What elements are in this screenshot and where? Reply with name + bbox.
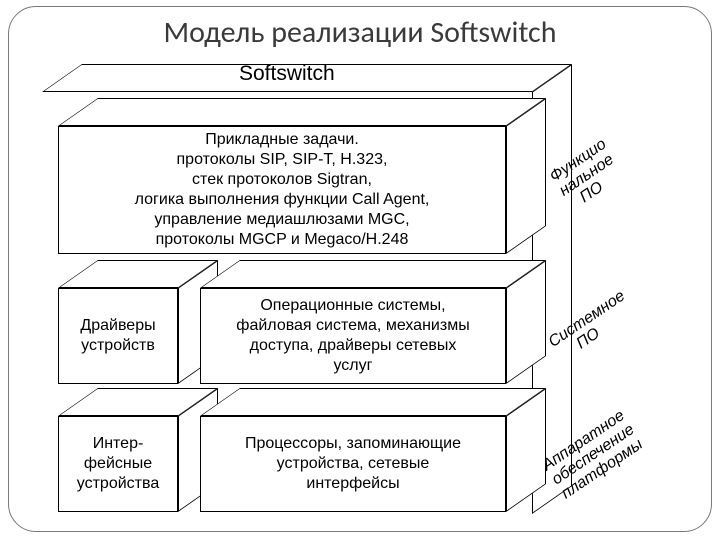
- os-front-face: Операционные системы, файловая система, …: [200, 288, 506, 384]
- hardware-text: Процессоры, запоминающие устройства, сет…: [245, 434, 461, 494]
- app-layer-top-face: [58, 98, 546, 126]
- app-layer-front-face: Прикладные задачи. протоколы SIP, SIP-T,…: [58, 126, 506, 254]
- drivers-front-face: Драйверы устройств: [58, 288, 178, 384]
- page-title: Модель реализации Softswitch: [0, 14, 720, 51]
- hardware-top-face: [200, 388, 546, 416]
- app-layer-text: Прикладные задачи. протоколы SIP, SIP-T,…: [135, 130, 430, 250]
- os-text: Операционные системы, файловая система, …: [236, 296, 469, 376]
- hardware-front-face: Процессоры, запоминающие устройства, сет…: [200, 416, 506, 512]
- interface-devices-text: Интер- фейсные устройства: [77, 434, 159, 494]
- os-top-face: [200, 260, 546, 288]
- softswitch-label: Softswitch: [239, 62, 335, 86]
- drivers-text: Драйверы устройств: [80, 316, 155, 356]
- interface-devices-front-face: Интер- фейсные устройства: [58, 416, 178, 512]
